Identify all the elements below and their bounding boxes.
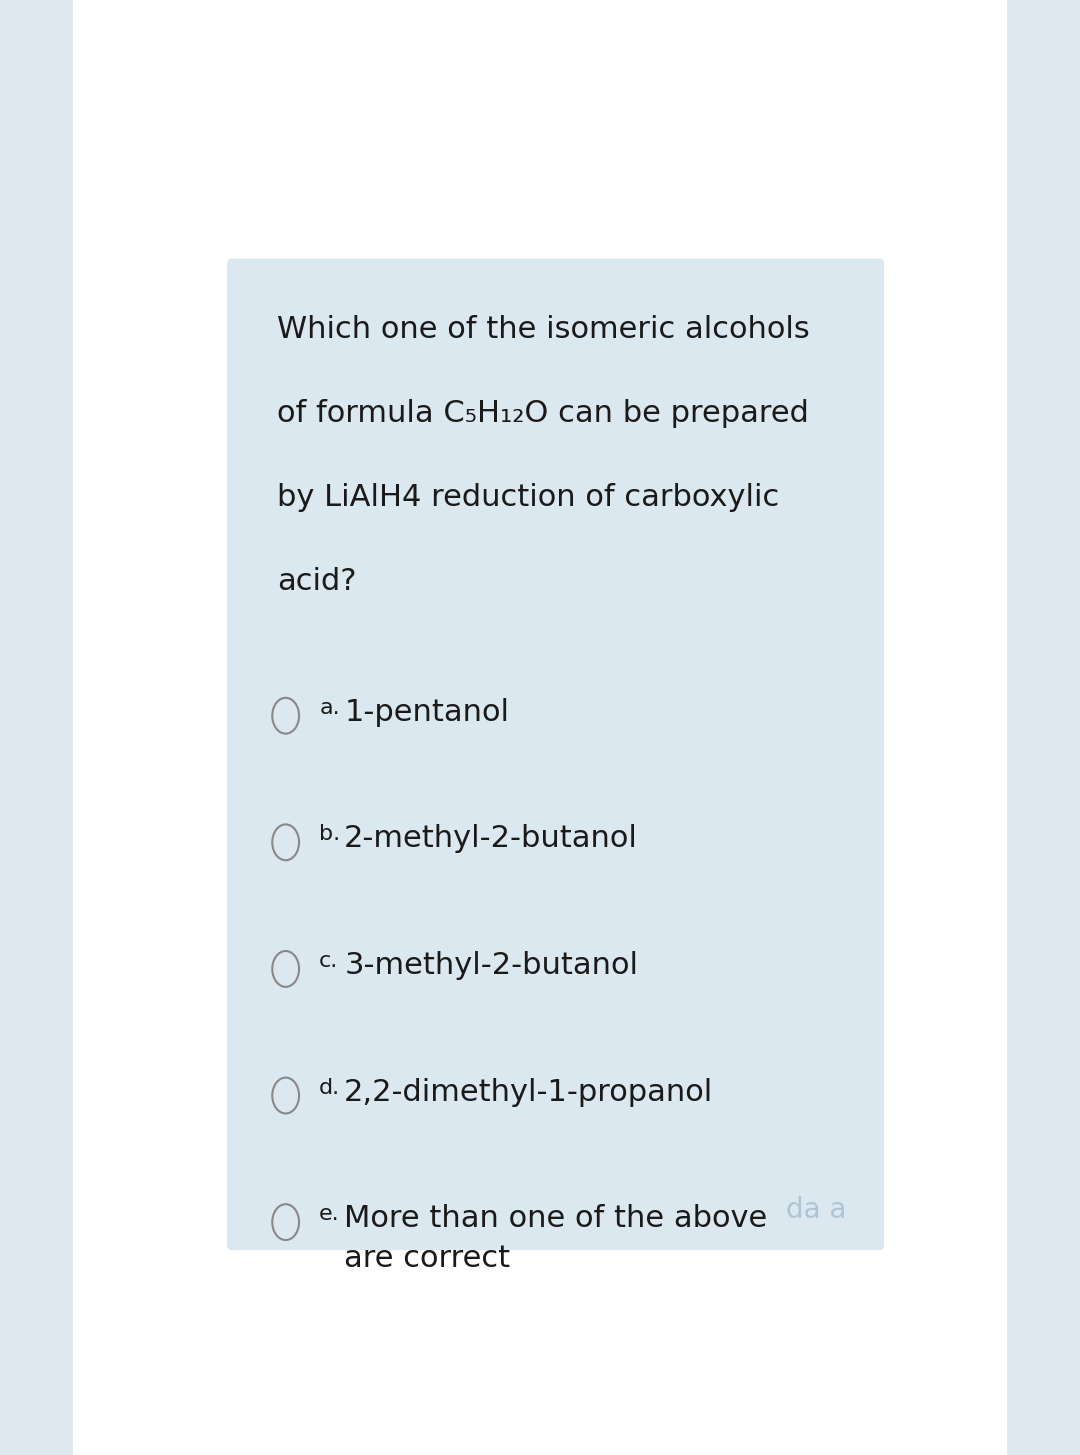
Text: d.: d. — [320, 1078, 340, 1097]
Bar — [1007, 0, 1080, 1455]
Text: da a: da a — [786, 1196, 847, 1224]
Text: e.: e. — [320, 1205, 340, 1224]
Bar — [0, 0, 73, 1455]
Text: by LiAlH4 reduction of carboxylic: by LiAlH4 reduction of carboxylic — [278, 483, 780, 512]
Text: Which one of the isomeric alcohols: Which one of the isomeric alcohols — [278, 314, 810, 343]
Text: a.: a. — [320, 698, 340, 717]
Text: More than one of the above
are correct: More than one of the above are correct — [345, 1205, 768, 1273]
Text: of formula C₅H₁₂O can be prepared: of formula C₅H₁₂O can be prepared — [278, 399, 809, 428]
Text: 1-pentanol: 1-pentanol — [345, 698, 510, 728]
Text: 3-methyl-2-butanol: 3-methyl-2-butanol — [345, 952, 638, 981]
Text: c.: c. — [320, 952, 338, 970]
Text: 2,2-dimethyl-1-propanol: 2,2-dimethyl-1-propanol — [345, 1078, 714, 1107]
Text: b.: b. — [320, 825, 340, 844]
Text: 2-methyl-2-butanol: 2-methyl-2-butanol — [345, 825, 638, 854]
FancyBboxPatch shape — [227, 259, 885, 1250]
Text: acid?: acid? — [278, 566, 356, 595]
